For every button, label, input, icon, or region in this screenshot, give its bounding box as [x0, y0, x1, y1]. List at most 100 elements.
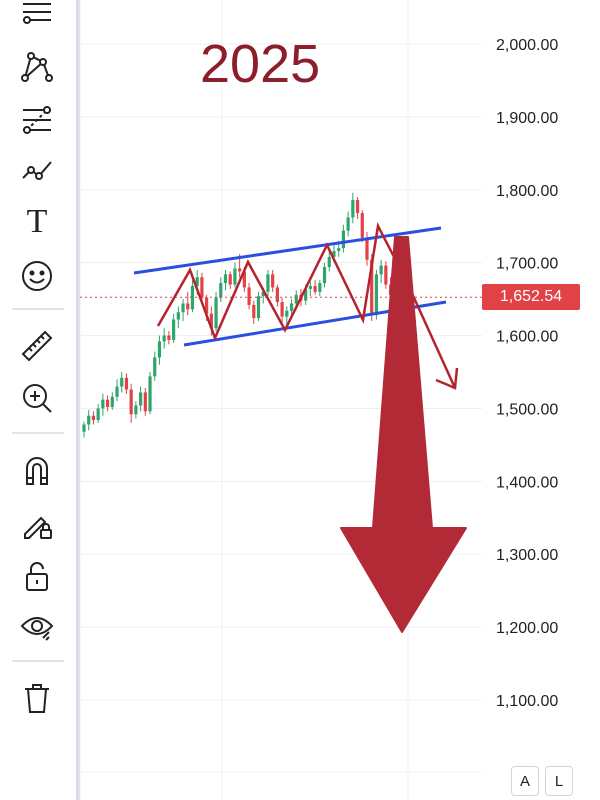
candle-body: [167, 335, 171, 340]
candle-body: [223, 274, 228, 284]
candle-body: [219, 283, 223, 298]
candle-body: [101, 399, 105, 409]
candle-body: [365, 237, 369, 260]
candles: [82, 192, 402, 438]
toolbar-divider: [76, 0, 80, 800]
candle-body: [346, 217, 350, 231]
candle-body: [181, 303, 185, 313]
candle-body: [205, 297, 209, 314]
candle-body: [87, 415, 91, 425]
candle-body: [110, 396, 114, 407]
candle-body: [355, 199, 360, 214]
candle-body: [115, 386, 119, 397]
toolbar-separator: [12, 308, 64, 310]
y-tick-label: 1,300.00: [496, 547, 558, 564]
candle-body: [337, 248, 341, 252]
candle-body: [134, 405, 138, 415]
candle-body: [370, 259, 374, 316]
candle-body: [308, 285, 312, 289]
candle-body: [162, 335, 166, 342]
candle-body: [82, 424, 86, 432]
eye-icon[interactable]: [14, 606, 60, 646]
candle-body: [186, 303, 190, 310]
candle-body: [332, 251, 336, 257]
candle-body: [294, 294, 298, 304]
candle-body: [280, 302, 284, 317]
text-icon[interactable]: T: [26, 203, 48, 240]
ruler-icon[interactable]: [14, 326, 60, 366]
candle-body: [266, 274, 270, 292]
trash-icon[interactable]: [14, 678, 60, 718]
candle-body: [289, 303, 294, 311]
y-tick-label: 1,500.00: [496, 401, 558, 418]
toolbar-separator: [12, 660, 64, 662]
log-scale-button[interactable]: L: [545, 766, 573, 796]
candle-body: [143, 392, 147, 412]
candle-body: [214, 297, 218, 329]
y-tick-label: 1,900.00: [496, 110, 558, 127]
candle-body: [351, 199, 355, 218]
candle-body: [304, 288, 308, 301]
auto-scale-button[interactable]: A: [511, 766, 539, 796]
candle-body: [172, 319, 176, 340]
candle-body: [238, 268, 242, 272]
candle-body: [190, 285, 195, 310]
magnet-icon[interactable]: [14, 450, 60, 490]
y-tick-label: 2,000.00: [496, 37, 558, 54]
candle-body: [384, 265, 388, 285]
candle-body: [96, 408, 100, 421]
candle-body: [275, 287, 279, 303]
zoom-in-icon[interactable]: [14, 378, 60, 418]
candle-body: [176, 312, 180, 320]
candle-body: [247, 287, 251, 305]
fib-icon[interactable]: [14, 100, 60, 140]
candle-body: [313, 285, 317, 292]
candle-body: [322, 267, 327, 284]
candle-body: [285, 310, 289, 317]
pattern-icon[interactable]: [14, 46, 60, 86]
drawing-toolbar: T: [0, 0, 76, 800]
y-tick-label: 1,200.00: [496, 620, 558, 637]
candle-body: [242, 271, 246, 288]
candle-body: [252, 304, 256, 319]
candle-body: [271, 274, 275, 288]
candle-body: [228, 274, 232, 285]
y-tick-label: 1,700.00: [496, 256, 558, 273]
candle-body: [148, 376, 152, 412]
unlock-icon[interactable]: [14, 556, 60, 596]
y-tick-label: 1,400.00: [496, 474, 558, 491]
candle-body: [105, 399, 110, 407]
candle-body: [138, 392, 143, 406]
zigzag-pattern: [156, 222, 407, 342]
chart-title: 2025: [200, 34, 320, 94]
channel-upper-line: [133, 226, 442, 275]
candle-body: [379, 265, 383, 275]
candle-body: [374, 274, 379, 316]
candle-body: [91, 415, 96, 421]
lines-icon[interactable]: [14, 0, 60, 36]
candle-body: [157, 341, 162, 358]
candle-body: [341, 230, 346, 249]
toolbar-separator: [12, 432, 64, 434]
candle-body: [233, 268, 237, 285]
candle-body: [200, 277, 204, 298]
candle-body: [195, 277, 199, 286]
big-down-arrow: [340, 236, 467, 633]
candle-body: [129, 389, 133, 415]
candle-body: [256, 296, 261, 319]
price-axis: 2,000.00 1,900.00 1,800.00 1,700.00 1,600.00…: [496, 37, 558, 710]
candle-body: [153, 357, 157, 377]
candle-body: [318, 283, 322, 292]
emoji-icon[interactable]: [14, 256, 60, 296]
y-tick-label: 1,800.00: [496, 183, 558, 200]
candle-body: [120, 377, 124, 387]
trend-icon[interactable]: [14, 150, 60, 190]
candle-body: [327, 256, 331, 268]
candle-body: [209, 313, 213, 329]
candle-body: [261, 291, 265, 297]
candle-body: [360, 213, 364, 238]
projection-arrowhead: [435, 367, 459, 390]
y-tick-label: 1,600.00: [496, 329, 558, 346]
lock-draw-icon[interactable]: [14, 504, 60, 544]
